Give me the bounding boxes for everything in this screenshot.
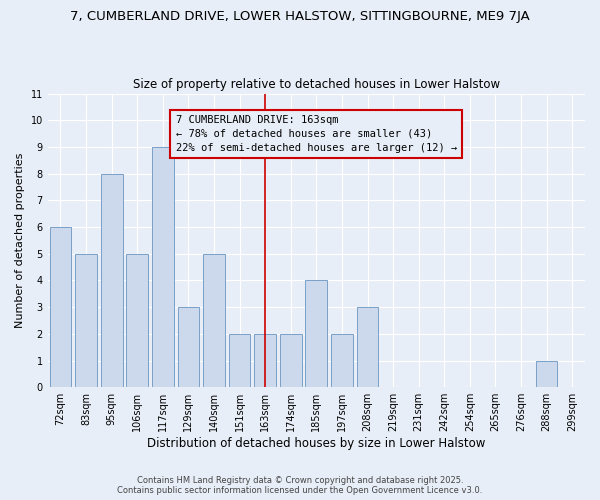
Text: Contains HM Land Registry data © Crown copyright and database right 2025.
Contai: Contains HM Land Registry data © Crown c… [118, 476, 482, 495]
Bar [305, 280, 327, 387]
Bar [203, 254, 225, 387]
Bar [229, 334, 250, 387]
Bar [101, 174, 122, 387]
Bar [50, 227, 71, 387]
Text: 7, CUMBERLAND DRIVE, LOWER HALSTOW, SITTINGBOURNE, ME9 7JA: 7, CUMBERLAND DRIVE, LOWER HALSTOW, SITT… [70, 10, 530, 23]
Bar [356, 307, 379, 387]
Bar [331, 334, 353, 387]
Bar [536, 360, 557, 387]
X-axis label: Distribution of detached houses by size in Lower Halstow: Distribution of detached houses by size … [147, 437, 485, 450]
Bar [280, 334, 302, 387]
Bar [75, 254, 97, 387]
Y-axis label: Number of detached properties: Number of detached properties [15, 152, 25, 328]
Bar [127, 254, 148, 387]
Bar [152, 147, 173, 387]
Bar [178, 307, 199, 387]
Bar [254, 334, 276, 387]
Text: 7 CUMBERLAND DRIVE: 163sqm
← 78% of detached houses are smaller (43)
22% of semi: 7 CUMBERLAND DRIVE: 163sqm ← 78% of deta… [176, 115, 457, 153]
Title: Size of property relative to detached houses in Lower Halstow: Size of property relative to detached ho… [133, 78, 500, 91]
